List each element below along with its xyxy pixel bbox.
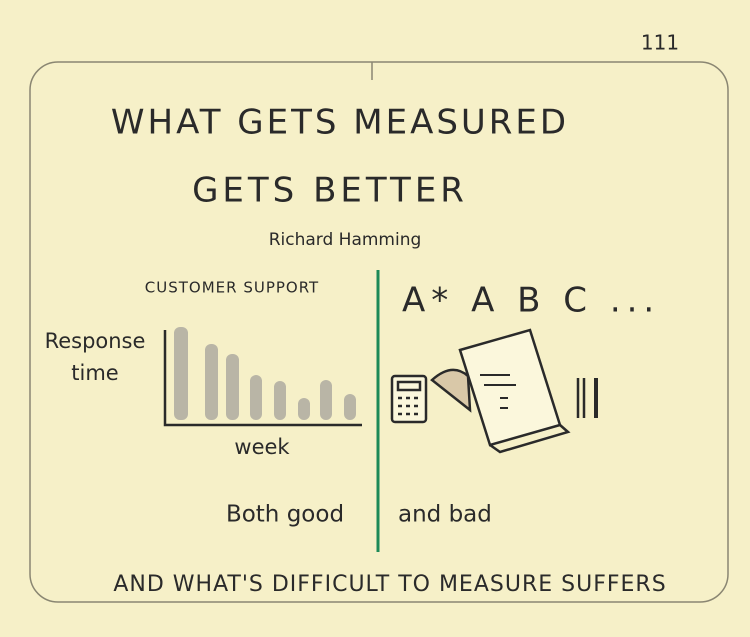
bar (174, 327, 188, 420)
bar (298, 398, 310, 420)
axes (163, 330, 362, 427)
right-caption: and bad (398, 502, 492, 528)
chart-heading: CUSTOMER SUPPORT (145, 279, 319, 297)
y-label: Response time (44, 329, 146, 385)
fork (576, 378, 586, 418)
page-number: 111 (641, 31, 679, 55)
bar (344, 394, 356, 420)
attribution: Richard Hamming (269, 230, 422, 250)
bar (320, 380, 332, 420)
y-label-box: Response time (44, 329, 146, 385)
frame (29, 61, 729, 603)
bars (174, 327, 356, 420)
bar (274, 381, 286, 420)
grades: A* A B C ... (402, 281, 660, 321)
x-label: week (234, 435, 290, 459)
bar (226, 354, 239, 420)
left-caption: Both good (226, 502, 344, 528)
book-spine (489, 424, 571, 454)
title-line-1: WHAT GETS MEASURED (111, 103, 569, 143)
title-line-2: GETS BETTER (192, 171, 468, 211)
book-lines (480, 374, 516, 409)
icons (390, 328, 598, 454)
bar (250, 375, 262, 420)
calculator-keys (398, 396, 418, 416)
bar (205, 344, 218, 420)
calculator-screen (396, 380, 422, 392)
footer: AND WHAT'S DIFFICULT TO MEASURE SUFFERS (113, 572, 666, 597)
